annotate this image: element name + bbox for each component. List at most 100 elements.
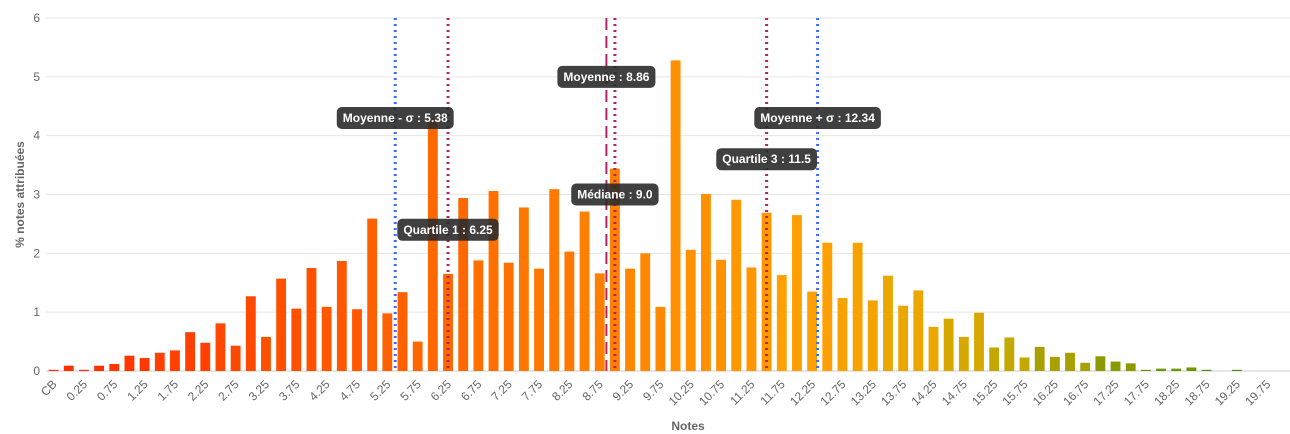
bar-1.75	[170, 350, 180, 371]
x-tick-label: 14.25	[908, 377, 939, 408]
bar-14.5	[943, 318, 954, 371]
x-axis: CB 0.25 0.75 1.25 1.75 2.25 2.75 3.25 3.75 4.25 4.…	[38, 377, 1274, 408]
bar-11	[731, 199, 742, 371]
y-tick-label: 6	[33, 11, 40, 25]
bar-0	[63, 365, 74, 371]
bar-10.75	[716, 259, 727, 371]
x-tick-label: 6.75	[458, 377, 485, 404]
grid	[46, 17, 1290, 372]
bar-5.25	[382, 313, 393, 371]
x-tick-label: 0.25	[64, 377, 91, 404]
bar-18.25	[1171, 368, 1182, 371]
bar-5.75	[412, 341, 423, 371]
bar-8.75	[594, 273, 605, 371]
bar-12	[792, 215, 802, 371]
x-tick-label: 7.75	[519, 377, 546, 404]
x-tick-label: 15.75	[999, 377, 1030, 408]
bar-9.25	[625, 268, 636, 371]
x-tick-label: 8.25	[549, 377, 576, 404]
x-tick-label: 15.25	[969, 377, 1000, 408]
bar-0.75	[109, 363, 120, 371]
bar-6	[427, 118, 438, 371]
x-tick-label: 9.25	[610, 377, 637, 404]
bar-11.75	[776, 275, 787, 371]
bar-3	[245, 296, 256, 371]
bar-7.5	[518, 207, 529, 371]
x-tick-label: 17.25	[1091, 377, 1122, 408]
bar-16.25	[1049, 356, 1060, 371]
label-text-moyenne_plus_sigma: Moyenne + σ : 12.34	[760, 111, 875, 125]
bar-1	[124, 355, 135, 371]
x-tick-label: 5.25	[367, 377, 394, 404]
x-tick-label: 11.25	[727, 377, 758, 408]
label-moyenne_moins_sigma: Moyenne - σ : 5.38	[336, 107, 454, 130]
label-text-quartile1: Quartile 1 : 6.25	[403, 223, 493, 237]
label-box-mediane	[571, 183, 659, 206]
bar-5.5	[397, 292, 408, 371]
bar-16	[1034, 346, 1045, 371]
label-box-quartile1	[397, 218, 499, 241]
bar-13.75	[898, 305, 909, 371]
bar-15.5	[1004, 337, 1015, 371]
bar-11.5	[761, 212, 772, 371]
bar-8.5	[579, 211, 590, 371]
bar-3.25	[261, 336, 271, 371]
label-moyenne_plus_sigma: Moyenne + σ : 12.34	[754, 107, 881, 130]
bar-6.5	[458, 198, 469, 371]
bar-17.75	[1140, 369, 1151, 371]
y-tick-label: 4	[33, 129, 40, 143]
x-tick-label: 19.25	[1212, 377, 1243, 408]
x-tick-label: 10.75	[696, 377, 727, 408]
bar-14.25	[928, 326, 939, 371]
bar-4.75	[352, 309, 362, 371]
bar-CB	[48, 369, 59, 371]
label-text-mediane: Médiane : 9.0	[577, 188, 653, 202]
bar-13.5	[883, 275, 893, 371]
x-tick-label: 14.75	[939, 377, 970, 408]
bar-16.5	[1065, 352, 1075, 371]
bar-2.25	[200, 342, 211, 371]
bar-15.75	[1019, 357, 1030, 371]
bar-2.75	[230, 345, 241, 371]
x-tick-label: 19.75	[1242, 377, 1273, 408]
x-tick-label: 1.75	[155, 377, 182, 404]
bar-1.25	[139, 358, 150, 371]
bar-11.25	[746, 267, 757, 371]
bar-8.25	[564, 251, 575, 371]
bar-18	[1156, 368, 1166, 371]
x-tick-label: CB	[38, 377, 60, 399]
label-box-moyenne	[557, 65, 656, 88]
label-box-quartile3	[716, 148, 817, 171]
x-tick-label: 16.75	[1060, 377, 1091, 408]
label-text-quartile3: Quartile 3 : 11.5	[722, 152, 811, 166]
bar-13	[852, 242, 863, 371]
y-axis: 0 1 2 3 4 5 6	[33, 11, 40, 378]
x-axis-title: Notes	[671, 419, 705, 433]
bar-17	[1095, 356, 1106, 371]
bar-2.5	[215, 323, 226, 371]
x-tick-label: 13.75	[878, 377, 909, 408]
bar-14.75	[958, 336, 969, 371]
bar-4.25	[321, 306, 332, 371]
label-box-moyenne_plus_sigma	[754, 107, 881, 130]
bar-9.75	[655, 306, 666, 371]
x-tick-label: 16.25	[1030, 377, 1061, 408]
bar-14	[913, 290, 924, 371]
bar-9	[609, 168, 620, 371]
x-tick-label: 2.75	[215, 377, 242, 404]
label-box-moyenne_moins_sigma	[336, 107, 454, 130]
reference-labels: Moyenne - σ : 5.38 Quartile 1 : 6.25 Moyen…	[336, 65, 881, 241]
bar-10.5	[700, 193, 711, 371]
x-tick-label: 12.75	[817, 377, 848, 408]
x-tick-label: 6.25	[428, 377, 455, 404]
bar-0.5	[94, 365, 105, 371]
y-tick-label: 2	[33, 246, 40, 260]
label-mediane: Médiane : 9.0	[571, 183, 659, 206]
label-quartile3: Quartile 3 : 11.5	[716, 148, 817, 171]
bar-13.25	[867, 300, 878, 371]
bar-2	[185, 332, 196, 371]
bar-18.5	[1186, 367, 1197, 371]
label-moyenne: Moyenne : 8.86	[557, 65, 656, 88]
x-tick-label: 10.25	[666, 377, 697, 408]
bar-4.5	[336, 260, 347, 371]
